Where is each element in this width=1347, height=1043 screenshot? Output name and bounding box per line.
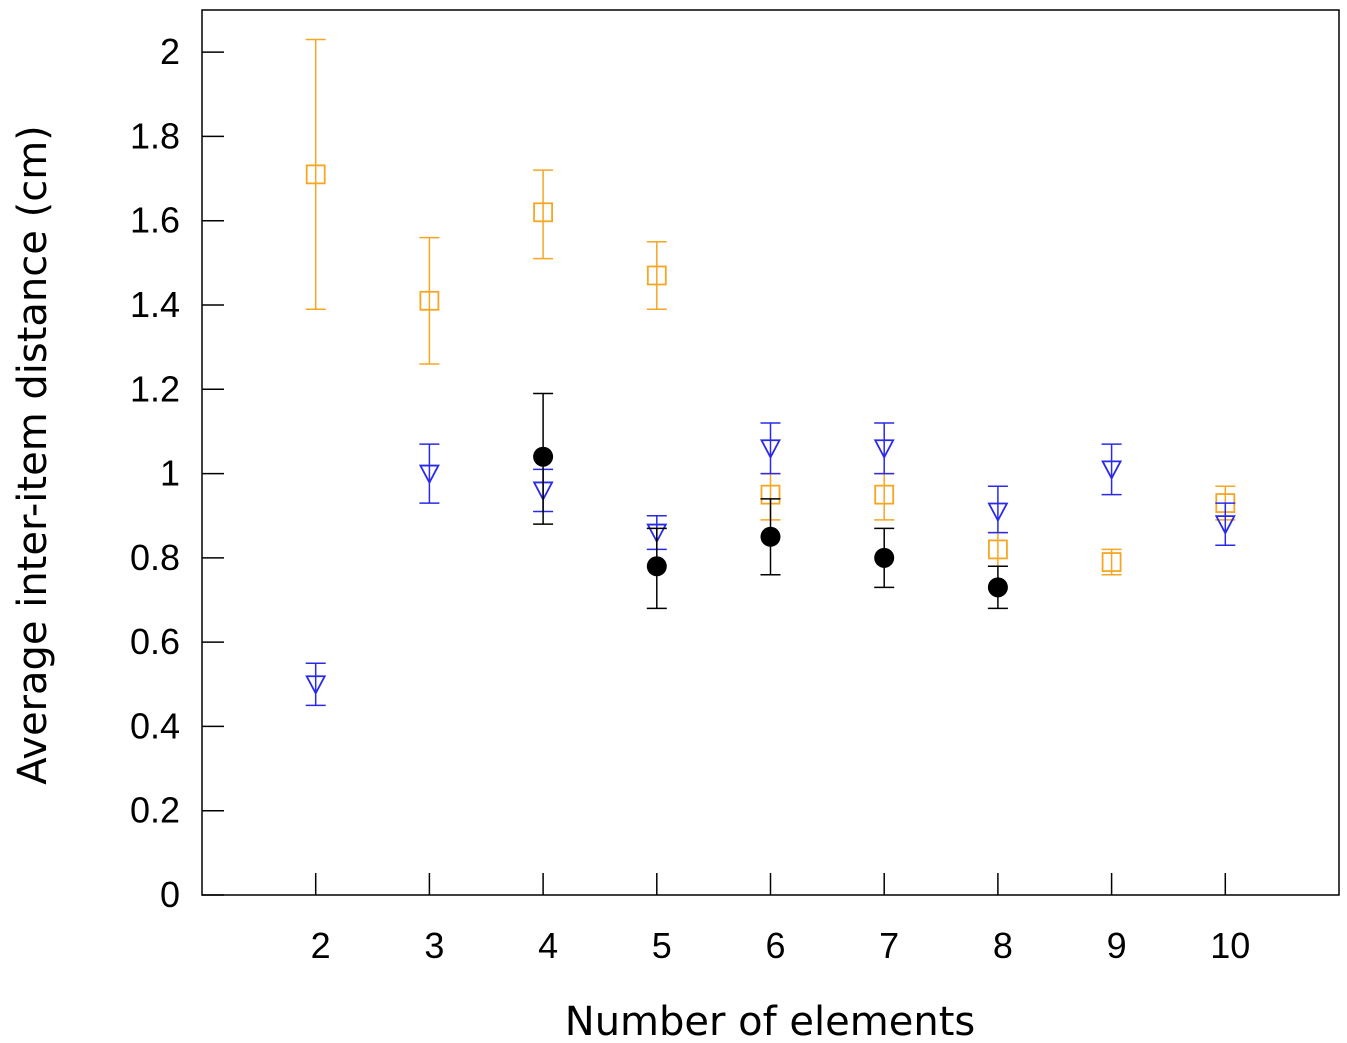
y-tick-label: 0.2 <box>130 790 180 831</box>
x-axis: 2 3 4 5 6 7 8 9 10 <box>311 873 1250 966</box>
x-tick-label: 7 <box>879 925 899 966</box>
y-tick-label: 1.8 <box>130 115 180 156</box>
x-tick-label: 3 <box>424 925 444 966</box>
y-tick-label: 1.6 <box>130 200 180 241</box>
y-tick-label: 0 <box>160 874 180 915</box>
y-tick-label: 0.4 <box>130 705 180 746</box>
data-point-square <box>533 202 553 223</box>
data-point-triangle <box>646 523 668 544</box>
x-tick-label: 10 <box>1210 925 1250 966</box>
data-point-triangle <box>873 439 895 460</box>
y-tick-label: 1 <box>160 453 180 494</box>
x-tick-label: 6 <box>765 925 785 966</box>
y-tick-label: 0.6 <box>130 621 180 662</box>
y-axis-title: Average inter-item distance (cm) <box>10 125 56 785</box>
x-tick-label: 9 <box>1107 925 1127 966</box>
data-point-circle <box>533 446 554 467</box>
x-tick-label: 4 <box>538 925 558 966</box>
x-tick-label: 8 <box>993 925 1013 966</box>
data-point-triangle <box>1101 460 1123 481</box>
data-point-circle <box>874 547 895 568</box>
data-point-triangle <box>760 439 781 460</box>
series-3 <box>533 392 1008 610</box>
y-axis: 0 0.2 0.4 0.6 0.8 1 1.2 1.4 1.6 1.8 2 <box>130 31 224 915</box>
data-point-square <box>305 164 326 185</box>
data-point-circle <box>760 526 781 547</box>
data-series <box>305 38 1236 707</box>
y-tick-label: 0.8 <box>130 537 180 578</box>
data-point-triangle <box>1214 515 1236 536</box>
x-tick-label: 2 <box>311 925 331 966</box>
data-point-square <box>1101 552 1122 572</box>
y-tick-label: 1.2 <box>130 368 180 409</box>
data-point-triangle <box>418 464 440 485</box>
series-1 <box>305 38 1236 576</box>
data-point-square <box>988 539 1008 560</box>
data-point-circle <box>987 577 1008 598</box>
data-point-triangle <box>987 502 1009 523</box>
y-tick-label: 2 <box>160 31 180 72</box>
data-point-square <box>419 290 440 311</box>
y-tick-label: 1.4 <box>130 284 180 325</box>
data-point-square <box>646 265 667 286</box>
series-2 <box>305 422 1236 707</box>
data-point-circle <box>646 556 667 577</box>
x-axis-title: Number of elements <box>565 999 975 1043</box>
data-point-square <box>874 484 895 505</box>
x-tick-label: 5 <box>652 925 672 966</box>
data-point-triangle <box>305 675 327 696</box>
